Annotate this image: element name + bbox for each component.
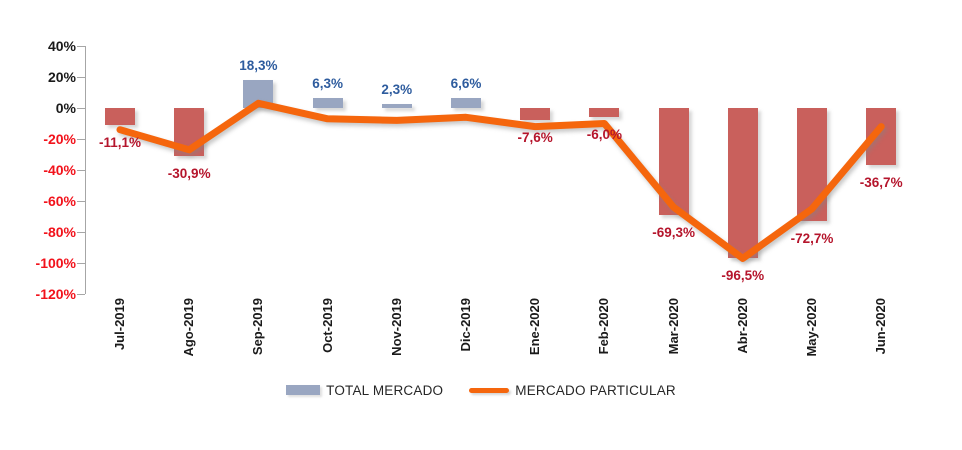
legend-item-mercado-particular: MERCADO PARTICULAR xyxy=(469,383,676,398)
y-axis-tick xyxy=(77,232,85,233)
x-tick-label-mar-2020: Mar-2020 xyxy=(665,298,681,355)
x-tick-label-nov-2019: Nov-2019 xyxy=(388,298,404,356)
bar-value-label-may-2020: -72,7% xyxy=(790,230,834,246)
y-tick-label: -40% xyxy=(43,162,76,178)
bar-oct-2019 xyxy=(312,98,343,108)
legend-swatch-line-icon xyxy=(469,387,510,393)
y-axis-line xyxy=(85,46,86,294)
y-tick-label: 0% xyxy=(55,100,76,116)
y-tick-label: 40% xyxy=(47,38,76,54)
bar-jul-2019 xyxy=(105,108,135,126)
x-tick-label-jun-2020: Jun-2020 xyxy=(873,298,889,355)
y-axis-tick xyxy=(77,263,85,264)
bar-dic-2019 xyxy=(451,97,481,108)
y-tick-label: -60% xyxy=(43,193,76,209)
bar-nov-2019 xyxy=(381,104,412,108)
legend-item-total-mercado: TOTAL MERCADO xyxy=(286,383,443,398)
y-axis-tick xyxy=(77,201,85,202)
bar-abr-2020 xyxy=(727,108,758,258)
bar-value-label-dic-2019: 6,6% xyxy=(450,75,482,91)
x-tick-label-jul-2019: Jul-2019 xyxy=(112,298,127,351)
bar-may-2020 xyxy=(797,108,827,221)
bar-value-label-jun-2020: -36,7% xyxy=(859,174,903,190)
x-tick-label-ene-2020: Ene-2020 xyxy=(527,298,543,356)
x-tick-label-sep-2019: Sep-2019 xyxy=(250,298,266,356)
bar-value-label-nov-2019: 2,3% xyxy=(381,82,413,98)
bar-sep-2019 xyxy=(243,79,274,108)
bar-feb-2020 xyxy=(589,108,620,118)
x-tick-label-oct-2019: Oct-2019 xyxy=(319,298,335,353)
x-tick-label-ago-2019: Ago-2019 xyxy=(181,298,197,357)
bar-value-label-jul-2019: -11,1% xyxy=(98,135,142,151)
x-tick-label-feb-2020: Feb-2020 xyxy=(596,298,612,355)
x-tick-label-may-2020: May-2020 xyxy=(804,298,819,357)
bar-value-label-ago-2019: -30,9% xyxy=(167,165,211,181)
y-axis-tick xyxy=(77,170,85,171)
bar-value-label-mar-2020: -69,3% xyxy=(652,225,695,241)
y-axis-tick xyxy=(77,139,85,140)
bar-value-label-ene-2020: -7,6% xyxy=(517,129,553,145)
y-tick-label: -100% xyxy=(35,255,76,271)
bar-value-label-oct-2019: 6,3% xyxy=(312,76,343,92)
y-axis-tick xyxy=(77,294,85,295)
y-tick-label: 20% xyxy=(47,69,76,85)
x-tick-label-dic-2019: Dic-2019 xyxy=(458,298,473,352)
bar-ago-2019 xyxy=(174,108,205,156)
bar-value-label-sep-2019: 18,3% xyxy=(239,57,278,73)
y-tick-label: -20% xyxy=(43,131,76,147)
y-tick-label: -80% xyxy=(43,224,76,240)
x-tick-label-abr-2020: Abr-2020 xyxy=(734,298,750,354)
legend-label-total-mercado: TOTAL MERCADO xyxy=(326,382,444,398)
y-tick-label: -120% xyxy=(35,286,76,302)
bar-value-label-abr-2020: -96,5% xyxy=(721,267,765,283)
bar-value-label-feb-2020: -6,0% xyxy=(586,127,623,143)
bar-mar-2020 xyxy=(658,108,689,216)
legend-swatch-bar-icon xyxy=(286,385,321,395)
bar-ene-2020 xyxy=(520,108,551,120)
legend: TOTAL MERCADO MERCADO PARTICULAR xyxy=(0,377,962,403)
legend-label-mercado-particular: MERCADO PARTICULAR xyxy=(515,382,676,398)
bar-jun-2020 xyxy=(866,108,897,165)
y-axis-tick xyxy=(77,77,85,78)
y-axis-tick xyxy=(77,46,85,47)
y-axis-tick xyxy=(77,108,85,109)
